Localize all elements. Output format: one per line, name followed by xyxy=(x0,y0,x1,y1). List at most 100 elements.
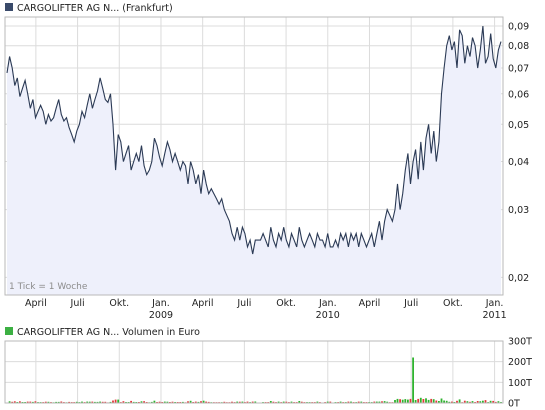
volume-bar xyxy=(99,401,101,403)
volume-bar xyxy=(88,401,91,403)
volume-bar xyxy=(414,400,417,403)
volume-bar xyxy=(479,401,482,403)
volume-bar xyxy=(197,401,200,403)
price-x-tick-label: Jan. xyxy=(485,298,504,309)
price-y-tick-label: 0,04 xyxy=(508,157,529,168)
volume-bar xyxy=(94,401,96,403)
price-x-tick-label: April xyxy=(25,298,47,309)
volume-bar xyxy=(150,401,153,403)
price-line xyxy=(6,25,502,255)
volume-bar xyxy=(34,401,37,403)
volume-bar xyxy=(432,399,435,403)
volume-bar xyxy=(290,401,293,403)
volume-bar xyxy=(373,401,376,403)
price-y-tick-label: 0,03 xyxy=(508,205,529,216)
volume-y-axis: 300T 200T 100T 0T xyxy=(508,337,532,410)
volume-bar xyxy=(60,401,63,403)
volume-bar xyxy=(200,401,202,403)
volume-bar xyxy=(404,399,407,403)
volume-bar xyxy=(11,401,14,403)
volume-y-tick-label: 200T xyxy=(508,357,532,368)
volume-bar xyxy=(463,400,466,403)
volume-bar xyxy=(189,400,192,403)
volume-bar xyxy=(272,401,275,403)
price-x-year-label: 2011 xyxy=(482,310,506,321)
volume-bar xyxy=(269,401,272,403)
volume-bar xyxy=(277,401,280,403)
volume-bar xyxy=(163,401,166,403)
volume-bar xyxy=(117,399,120,403)
volume-bar xyxy=(489,400,492,403)
volume-bar xyxy=(75,401,78,403)
price-x-tick-label: Okt. xyxy=(109,298,129,309)
volume-legend-swatch xyxy=(5,327,13,335)
volume-bar xyxy=(26,401,29,403)
volume-bar xyxy=(386,401,389,403)
volume-bar xyxy=(202,400,205,403)
price-x-tick-label: April xyxy=(192,298,214,309)
price-x-tick-label: Okt. xyxy=(443,298,463,309)
price-frame xyxy=(4,16,504,296)
volume-bar xyxy=(140,401,143,403)
volume-bar xyxy=(298,401,301,403)
volume-bar xyxy=(132,401,135,403)
volume-bar xyxy=(469,401,471,403)
price-x-year-label: 2010 xyxy=(316,310,340,321)
price-y-tick-label: 0,06 xyxy=(508,89,529,100)
volume-bar xyxy=(430,398,433,403)
price-area-fill xyxy=(7,26,501,295)
volume-bar xyxy=(422,399,425,403)
volume-bar xyxy=(350,401,352,403)
volume-bar xyxy=(435,400,438,403)
volume-bar xyxy=(194,401,197,403)
price-y-tick-label: 0,05 xyxy=(508,120,529,131)
price-x-tick-label: Juli xyxy=(70,298,85,309)
volume-bar xyxy=(396,398,399,403)
volume-bar xyxy=(497,401,500,403)
volume-bar xyxy=(476,401,479,403)
volume-bar xyxy=(471,401,474,403)
volume-bar xyxy=(32,401,34,403)
price-y-tick-label: 0,07 xyxy=(508,64,529,75)
volume-bar xyxy=(445,400,448,403)
volume-bar xyxy=(122,401,125,403)
tick-note: 1 Tick = 1 Woche xyxy=(9,282,88,292)
volume-bar xyxy=(482,400,484,403)
volume-bar xyxy=(236,401,239,403)
volume-bar xyxy=(417,398,420,403)
volume-bar xyxy=(419,397,422,403)
volume-bar xyxy=(112,400,114,403)
price-legend-label: CARGOLIFTER AG N... (Frankfurt) xyxy=(17,3,173,14)
volume-bar xyxy=(494,401,497,403)
volume-frame xyxy=(4,340,504,404)
volume-bar xyxy=(207,401,210,403)
volume-legend-label: CARGOLIFTER AG N... Volumen in Euro xyxy=(17,327,200,338)
volume-bar xyxy=(68,401,70,403)
volume-bar xyxy=(143,401,145,403)
volume-bar xyxy=(153,400,156,403)
volume-bar xyxy=(326,401,329,403)
price-x-year-label: 2009 xyxy=(149,310,173,321)
volume-bar xyxy=(223,401,226,403)
volume-bar xyxy=(316,401,319,403)
volume-bar xyxy=(300,401,303,403)
volume-bar xyxy=(182,401,184,403)
price-y-axis: 0,09 0,08 0,07 0,06 0,05 0,04 0,03 0,02 xyxy=(508,22,529,284)
volume-bar xyxy=(438,401,440,403)
volume-bar xyxy=(451,401,453,403)
volume-bar xyxy=(8,401,11,403)
price-x-tick-label: Juli xyxy=(403,298,418,309)
price-x-tick-label: Jan. xyxy=(151,298,170,309)
volume-bar xyxy=(383,401,386,403)
volume-bar xyxy=(458,399,461,403)
price-x-tick-label: April xyxy=(359,298,381,309)
volume-bar xyxy=(425,398,427,403)
volume-bar xyxy=(378,401,381,403)
volume-bar xyxy=(466,401,469,403)
volume-bar xyxy=(13,401,16,403)
volume-bar xyxy=(339,401,342,403)
volume-bar xyxy=(357,401,360,403)
volume-plot-area xyxy=(5,341,503,403)
